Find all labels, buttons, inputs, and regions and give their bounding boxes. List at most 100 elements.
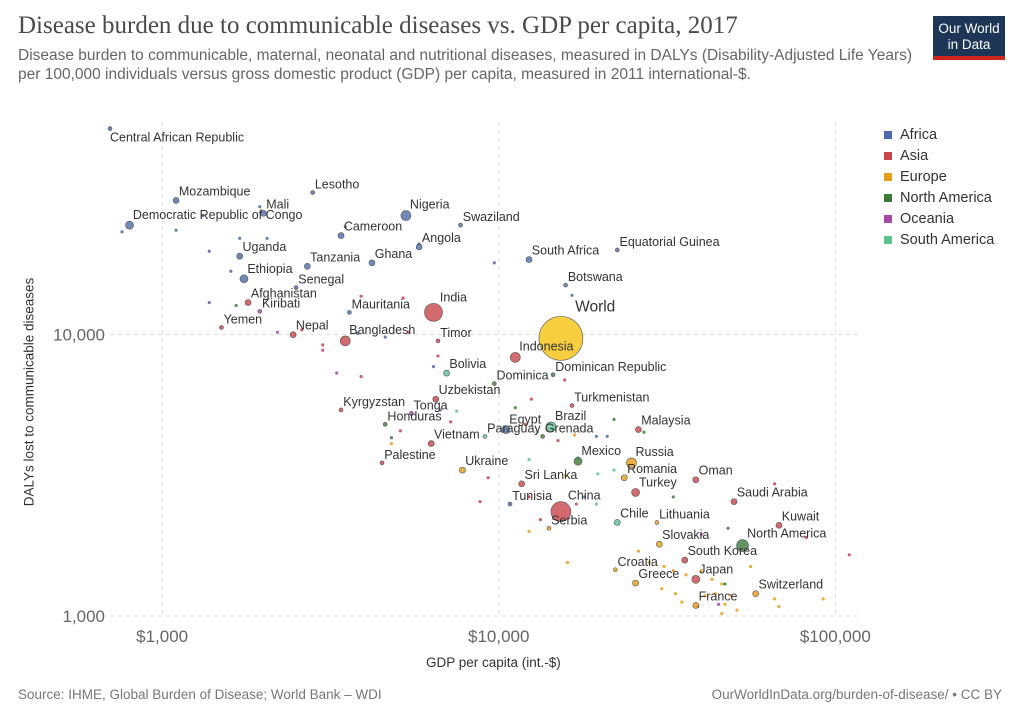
data-point[interactable] xyxy=(660,587,664,591)
data-point[interactable] xyxy=(265,236,269,240)
data-point[interactable] xyxy=(563,378,567,382)
data-point[interactable] xyxy=(398,429,402,433)
data-point[interactable] xyxy=(120,230,124,234)
data-point-paraguay[interactable] xyxy=(482,434,488,439)
data-point-indonesia[interactable] xyxy=(510,352,521,363)
data-point-central-african-republic[interactable] xyxy=(107,126,113,131)
data-point-nigeria[interactable] xyxy=(400,210,412,221)
data-point[interactable] xyxy=(449,420,453,424)
data-point[interactable] xyxy=(355,331,359,336)
data-point[interactable] xyxy=(726,526,730,530)
data-point[interactable] xyxy=(605,434,609,438)
data-point-india[interactable] xyxy=(424,303,443,322)
data-point-grenada[interactable] xyxy=(540,434,545,439)
data-point-turkmenistan[interactable] xyxy=(569,403,575,408)
data-point[interactable] xyxy=(673,592,678,596)
data-point-botswana[interactable] xyxy=(563,282,568,288)
data-point-cameroon[interactable] xyxy=(337,232,345,239)
data-point[interactable] xyxy=(671,569,675,573)
data-point[interactable] xyxy=(647,560,651,565)
data-point-dominican-republic[interactable] xyxy=(550,372,556,378)
data-point[interactable] xyxy=(389,436,394,440)
data-point[interactable] xyxy=(847,553,851,557)
data-point[interactable] xyxy=(359,294,363,298)
data-point[interactable] xyxy=(335,371,339,375)
legend-item-africa[interactable]: Africa xyxy=(884,124,994,145)
data-point[interactable] xyxy=(300,328,304,332)
data-point[interactable] xyxy=(436,354,440,358)
data-point-japan[interactable] xyxy=(691,575,701,584)
data-point[interactable] xyxy=(234,303,238,308)
data-point[interactable] xyxy=(343,225,347,229)
data-point-sri-lanka[interactable] xyxy=(518,480,525,488)
data-point-uzbekistan[interactable] xyxy=(432,395,440,403)
data-point[interactable] xyxy=(773,597,777,601)
data-point-france[interactable] xyxy=(692,602,700,609)
data-point-dominica[interactable] xyxy=(491,381,497,386)
data-point[interactable] xyxy=(389,441,394,446)
data-point[interactable] xyxy=(596,472,600,476)
data-point-mali[interactable] xyxy=(260,209,267,217)
data-point[interactable] xyxy=(777,604,781,609)
data-point[interactable] xyxy=(821,597,825,601)
data-point[interactable] xyxy=(574,502,578,506)
data-point-turkey[interactable] xyxy=(631,488,640,497)
data-point[interactable] xyxy=(359,374,363,379)
source-url[interactable]: OurWorldInData.org/burden-of-disease/ • … xyxy=(711,687,1002,702)
data-point-palestine[interactable] xyxy=(379,460,385,466)
data-point-kyrgyzstan[interactable] xyxy=(338,407,344,413)
data-point[interactable] xyxy=(642,430,646,434)
data-point-equatorial-guinea[interactable] xyxy=(614,247,620,253)
data-point[interactable] xyxy=(636,549,641,553)
legend-item-asia[interactable]: Asia xyxy=(884,145,994,166)
data-point[interactable] xyxy=(594,434,598,438)
data-point-romania[interactable] xyxy=(620,474,628,482)
data-point[interactable] xyxy=(275,330,280,334)
data-point[interactable] xyxy=(321,343,325,347)
data-point[interactable] xyxy=(321,348,325,352)
data-point-tonga[interactable] xyxy=(409,411,414,416)
data-point[interactable] xyxy=(748,564,753,569)
data-point-bolivia[interactable] xyxy=(443,369,450,377)
data-point-democratic-republic-of-congo[interactable] xyxy=(125,220,134,230)
legend-item-south-america[interactable]: South America xyxy=(884,229,994,250)
data-point-kiribati[interactable] xyxy=(257,309,263,314)
data-point[interactable] xyxy=(594,502,598,506)
data-point-south-korea[interactable] xyxy=(681,556,689,564)
data-point[interactable] xyxy=(527,529,531,533)
data-point-swaziland[interactable] xyxy=(458,222,463,228)
data-point-bangladesh[interactable] xyxy=(339,335,351,347)
data-point-mozambique[interactable] xyxy=(172,197,180,204)
data-point-tanzania[interactable] xyxy=(304,262,311,270)
data-point[interactable] xyxy=(699,532,703,537)
data-point-slovakia[interactable] xyxy=(656,540,663,548)
data-point[interactable] xyxy=(478,500,482,504)
data-point[interactable] xyxy=(431,364,436,369)
data-point[interactable] xyxy=(773,482,777,486)
data-point-nepal[interactable] xyxy=(289,331,297,338)
data-point[interactable] xyxy=(438,408,442,412)
data-point[interactable] xyxy=(717,602,721,606)
data-point-switzerland[interactable] xyxy=(752,590,760,598)
data-point-yemen[interactable] xyxy=(219,325,224,330)
data-point[interactable] xyxy=(383,335,387,339)
data-point-south-africa[interactable] xyxy=(525,256,533,263)
data-point[interactable] xyxy=(529,397,533,401)
data-point-afghanistan[interactable] xyxy=(244,299,252,306)
data-point-tunisia[interactable] xyxy=(507,501,513,507)
data-point[interactable] xyxy=(174,228,178,232)
data-point[interactable] xyxy=(570,293,574,297)
data-point-north-america[interactable] xyxy=(736,539,749,552)
data-point[interactable] xyxy=(523,422,527,426)
data-point-ghana[interactable] xyxy=(368,259,376,267)
data-point-mexico[interactable] xyxy=(573,456,583,466)
data-point[interactable] xyxy=(455,409,459,413)
data-point[interactable] xyxy=(710,577,714,581)
data-point-chile[interactable] xyxy=(613,519,621,526)
data-point[interactable] xyxy=(735,608,739,612)
data-point-china[interactable] xyxy=(550,501,572,522)
data-point[interactable] xyxy=(684,573,688,577)
data-point[interactable] xyxy=(703,594,707,598)
data-point[interactable] xyxy=(207,301,211,305)
data-point-angola[interactable] xyxy=(415,243,423,251)
